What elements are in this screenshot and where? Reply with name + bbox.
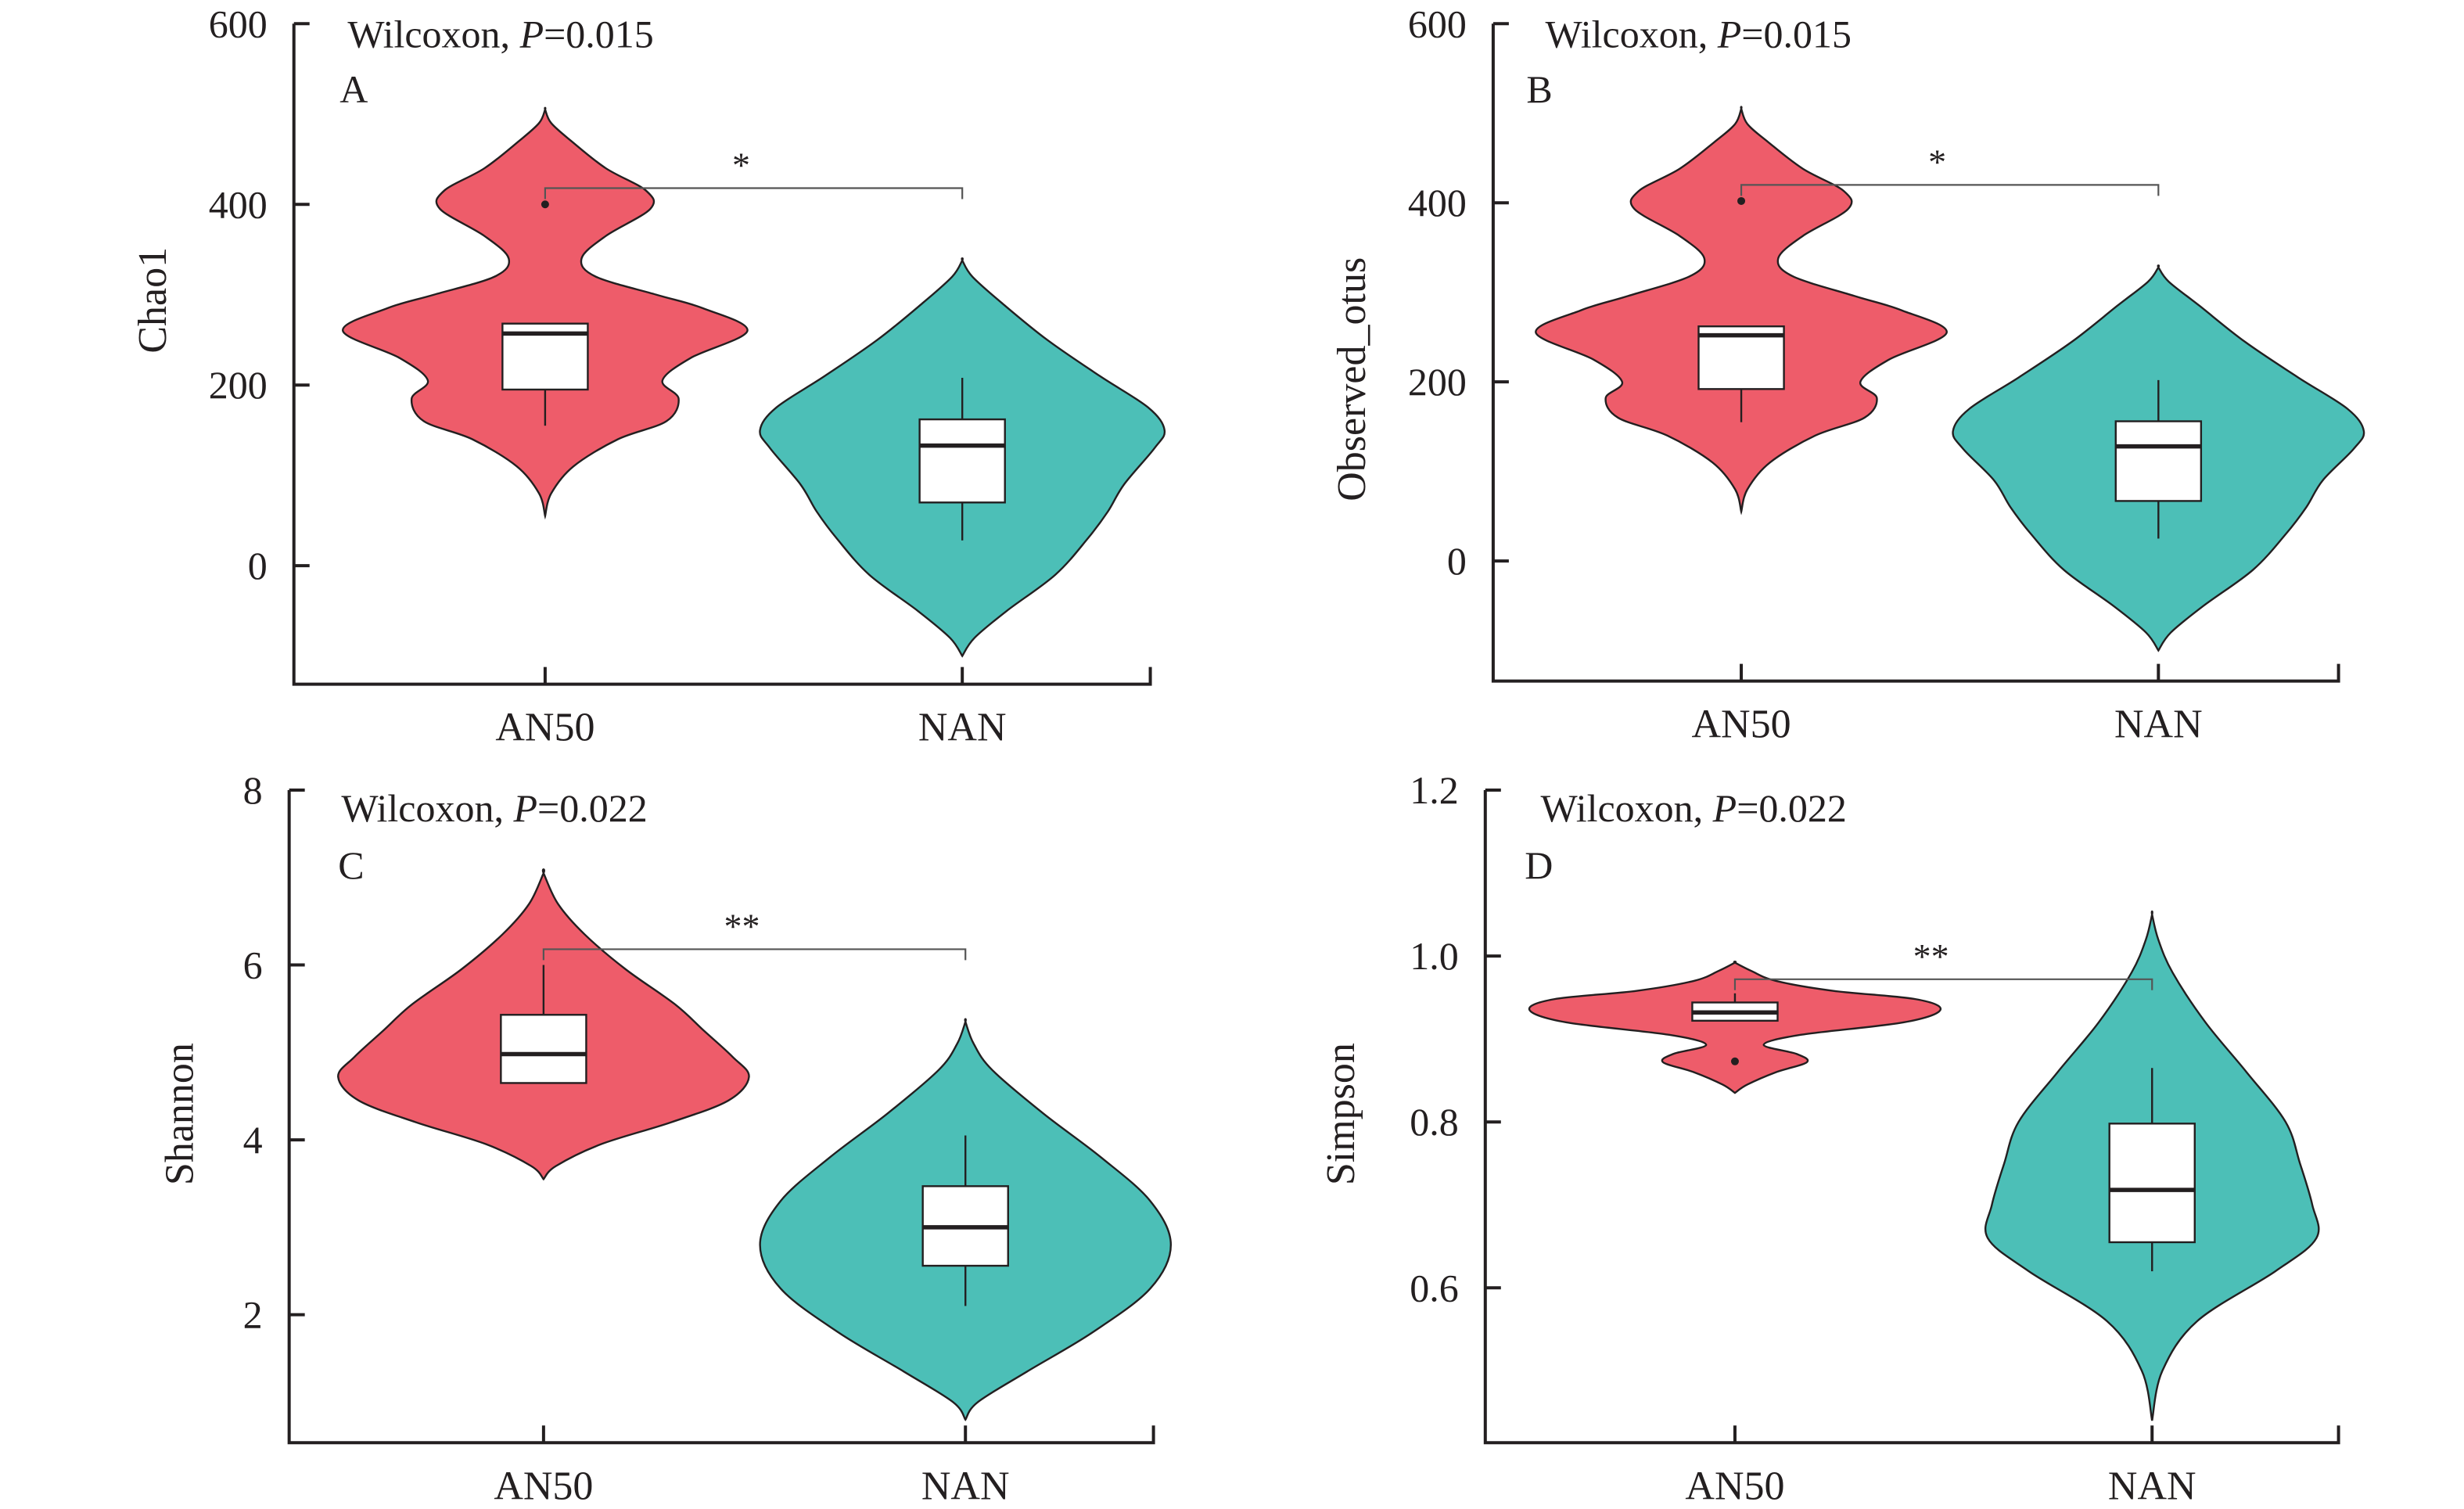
stat-prefix: Wilcoxon, (1546, 12, 1718, 56)
x-tick-label: AN50 (495, 706, 594, 750)
stat-prefix: Wilcoxon, (347, 12, 519, 56)
y-tick-label: 6 (243, 943, 263, 987)
y-tick-label: 0 (248, 544, 268, 587)
significance-label: * (732, 145, 750, 185)
outlier-point (1737, 196, 1746, 205)
significance-bracket (1733, 978, 2153, 990)
series-an50 (337, 868, 750, 1181)
p-symbol: P (512, 786, 537, 830)
p-symbol: P (1712, 786, 1737, 830)
y-tick-label: 600 (1408, 2, 1467, 45)
axis-frame (1491, 23, 2340, 683)
axis-frame (292, 23, 1152, 686)
y-tick-label: 200 (209, 363, 268, 407)
y-tick-label: 600 (209, 2, 268, 45)
panel-letter: C (338, 843, 364, 887)
panel-b: 0 200 400 600 Observed_otus Wilcoxon, P=0.015… (1330, 2, 2365, 747)
series-an50 (1528, 961, 1942, 1094)
x-tick-label: AN50 (494, 1464, 593, 1508)
box-iqr (2108, 1123, 2196, 1244)
box-iqr (2114, 420, 2203, 502)
axis-frame (1483, 790, 2340, 1445)
significance-label: ** (724, 906, 760, 946)
box-iqr (918, 418, 1006, 504)
x-tick-label: NAN (921, 1464, 1010, 1508)
stat-test-label: Wilcoxon, P=0.015 (1546, 12, 1852, 56)
p-symbol: P (1717, 12, 1742, 56)
significance-label: * (1928, 142, 1946, 181)
stat-test-label: Wilcoxon, P=0.022 (1541, 786, 1847, 830)
axis-frame (287, 790, 1155, 1445)
outlier-point (541, 200, 549, 209)
violin-an50 (342, 106, 749, 520)
series-an50 (1535, 106, 1948, 516)
y-axis-label: Shannon (157, 1043, 202, 1185)
significance-bracket (1740, 184, 2160, 196)
y-tick-label: 0.6 (1410, 1266, 1459, 1310)
x-tick-label: NAN (2108, 1464, 2196, 1508)
p-value: =0.015 (544, 12, 654, 56)
y-tick-label: 2 (243, 1293, 263, 1337)
p-value: =0.015 (1741, 12, 1852, 56)
y-tick-label: 400 (209, 182, 268, 226)
panel-a: 0 200 400 600 Chao1 Wilcoxon, P=0.015 A AN50 NAN… (131, 2, 1166, 750)
series-nan (1952, 264, 2365, 652)
series-nan (1984, 910, 2320, 1421)
significance-label: ** (1913, 936, 1949, 976)
stat-test-label: Wilcoxon, P=0.015 (347, 12, 653, 56)
box-iqr (500, 1014, 587, 1084)
panel-letter: B (1526, 67, 1552, 111)
y-axis-label: Observed_otus (1330, 257, 1374, 501)
series-nan (759, 1018, 1173, 1421)
y-axis-label: Simpson (1319, 1043, 1363, 1185)
y-tick-label: 1.0 (1410, 934, 1459, 978)
stat-prefix: Wilcoxon, (341, 786, 513, 830)
series-an50 (342, 106, 749, 520)
panel-letter: A (339, 67, 368, 111)
y-tick-label: 1.2 (1410, 768, 1459, 812)
y-tick-label: 400 (1408, 181, 1467, 225)
x-tick-label: NAN (918, 706, 1007, 750)
y-tick-label: 200 (1408, 360, 1467, 404)
p-value: =0.022 (1737, 786, 1847, 830)
stat-test-label: Wilcoxon, P=0.022 (341, 786, 647, 830)
p-symbol: P (519, 12, 544, 56)
y-tick-label: 0.8 (1410, 1100, 1459, 1144)
y-axis-label: Chao1 (131, 247, 175, 354)
y-tick-label: 0 (1447, 539, 1467, 583)
x-tick-label: NAN (2114, 702, 2203, 747)
series-nan (759, 257, 1166, 658)
stat-prefix: Wilcoxon, (1541, 786, 1713, 830)
outlier-point (1730, 1057, 1739, 1065)
panel-c: 2 4 6 8 Shannon Wilcoxon, P=0.022 C AN50 NAN ** (157, 768, 1173, 1508)
x-tick-label: AN50 (1691, 702, 1791, 747)
p-value: =0.022 (537, 786, 648, 830)
significance-bracket (542, 948, 967, 961)
significance-bracket (544, 187, 964, 199)
y-tick-label: 8 (243, 768, 263, 812)
violin-an50 (1528, 961, 1942, 1094)
y-tick-label: 4 (243, 1118, 263, 1162)
x-tick-label: AN50 (1685, 1464, 1784, 1508)
panel-letter: D (1525, 843, 1553, 887)
panel-d: 0.6 0.8 1.0 1.2 Simpson Wilcoxon, P=0.022 D AN5… (1319, 768, 2340, 1508)
violin-an50 (1535, 106, 1948, 516)
